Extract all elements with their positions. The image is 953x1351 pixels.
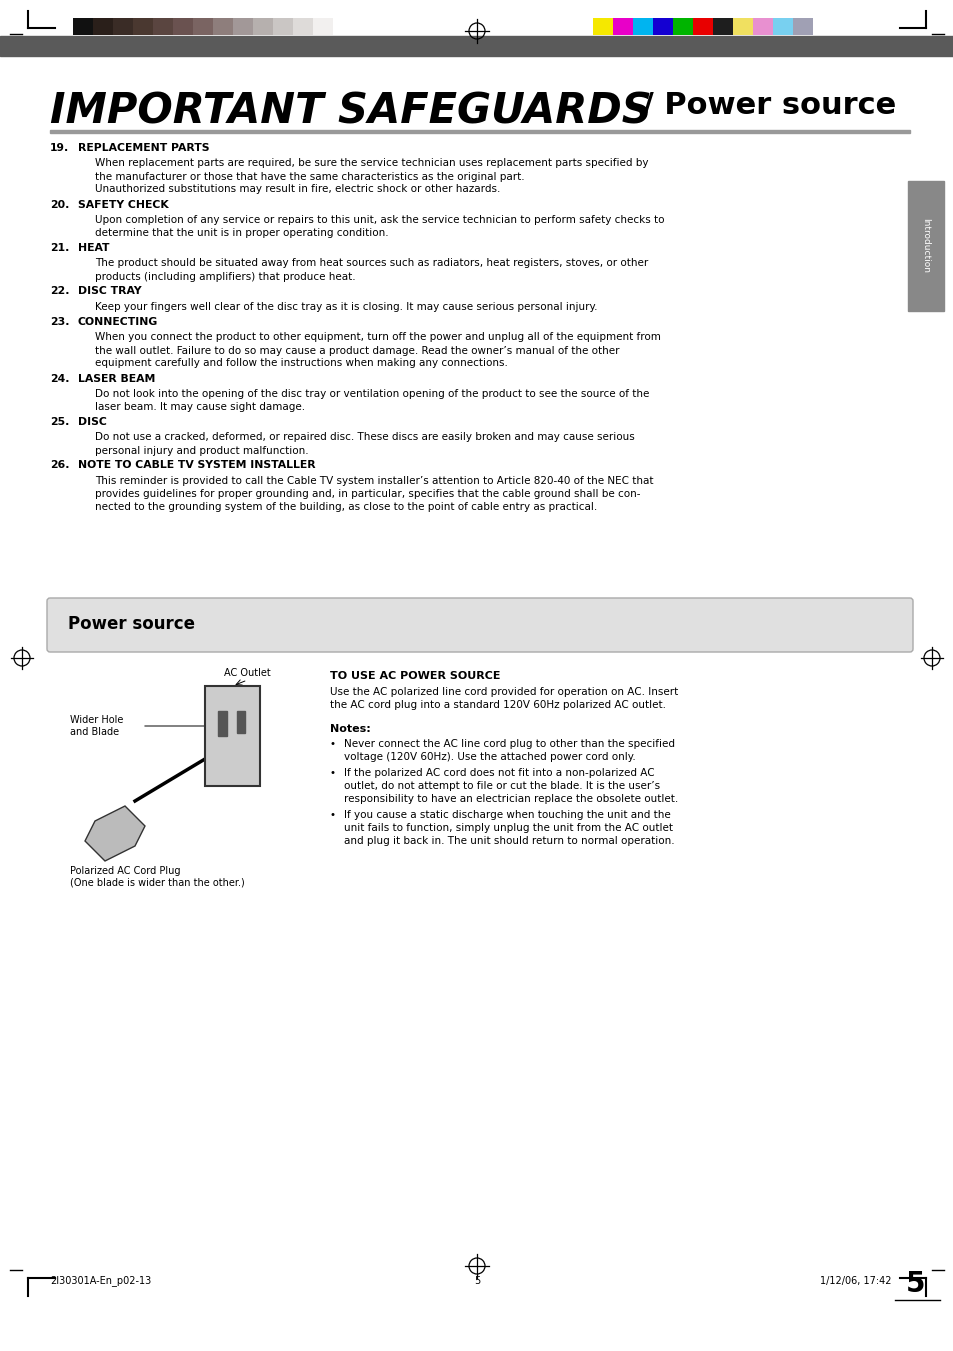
Bar — [293, 18, 313, 35]
Text: When you connect the product to other equipment, turn off the power and unplug a: When you connect the product to other eq… — [95, 332, 660, 343]
Text: voltage (120V 60Hz). Use the attached power cord only.: voltage (120V 60Hz). Use the attached po… — [344, 753, 635, 762]
Text: NOTE TO CABLE TV SYSTEM INSTALLER: NOTE TO CABLE TV SYSTEM INSTALLER — [78, 461, 315, 470]
Text: Do not use a cracked, deformed, or repaired disc. These discs are easily broken : Do not use a cracked, deformed, or repai… — [95, 432, 634, 443]
Polygon shape — [85, 807, 145, 861]
Text: This reminder is provided to call the Cable TV system installer’s attention to A: This reminder is provided to call the Ca… — [95, 476, 653, 486]
Bar — [253, 18, 273, 35]
Text: equipment carefully and follow the instructions when making any connections.: equipment carefully and follow the instr… — [95, 358, 507, 369]
Text: •: • — [330, 739, 335, 748]
Text: 5: 5 — [905, 1270, 924, 1298]
Text: 2I30301A-En_p02-13: 2I30301A-En_p02-13 — [50, 1275, 152, 1286]
Text: outlet, do not attempt to file or cut the blade. It is the user’s: outlet, do not attempt to file or cut th… — [344, 781, 659, 790]
Text: Polarized AC Cord Plug
(One blade is wider than the other.): Polarized AC Cord Plug (One blade is wid… — [70, 866, 245, 888]
Bar — [752, 18, 772, 35]
Bar — [652, 18, 672, 35]
Text: 1/12/06, 17:42: 1/12/06, 17:42 — [820, 1275, 890, 1286]
Bar — [273, 18, 293, 35]
Bar — [772, 18, 792, 35]
Text: the manufacturer or those that have the same characteristics as the original par: the manufacturer or those that have the … — [95, 172, 524, 181]
Text: 22.: 22. — [50, 286, 70, 296]
Text: 25.: 25. — [50, 417, 70, 427]
Text: •: • — [330, 767, 335, 778]
Text: Upon completion of any service or repairs to this unit, ask the service technici: Upon completion of any service or repair… — [95, 215, 664, 226]
Text: REPLACEMENT PARTS: REPLACEMENT PARTS — [78, 143, 210, 153]
Text: Introduction: Introduction — [921, 219, 929, 273]
Bar — [193, 18, 213, 35]
Text: Keep your fingers well clear of the disc tray as it is closing. It may cause ser: Keep your fingers well clear of the disc… — [95, 303, 597, 312]
Text: 21.: 21. — [50, 243, 70, 253]
Text: DISC: DISC — [78, 417, 107, 427]
Text: AC Outlet: AC Outlet — [224, 667, 271, 678]
Bar — [73, 18, 92, 35]
Text: products (including amplifiers) that produce heat.: products (including amplifiers) that pro… — [95, 272, 355, 281]
Bar — [0, 0, 953, 41]
Text: the AC cord plug into a standard 120V 60Hz polarized AC outlet.: the AC cord plug into a standard 120V 60… — [330, 701, 665, 711]
Text: HEAT: HEAT — [78, 243, 110, 253]
Bar — [233, 18, 253, 35]
Text: CONNECTING: CONNECTING — [78, 317, 158, 327]
Text: laser beam. It may cause sight damage.: laser beam. It may cause sight damage. — [95, 403, 305, 412]
Text: 20.: 20. — [50, 200, 70, 209]
Text: and plug it back in. The unit should return to normal operation.: and plug it back in. The unit should ret… — [344, 836, 674, 846]
Bar — [313, 18, 333, 35]
Bar — [112, 18, 132, 35]
Bar — [205, 686, 260, 786]
Text: Use the AC polarized line cord provided for operation on AC. Insert: Use the AC polarized line cord provided … — [330, 688, 678, 697]
Bar — [50, 130, 909, 132]
Text: 26.: 26. — [50, 461, 70, 470]
Text: / Power source: / Power source — [631, 91, 895, 120]
Text: Never connect the AC line cord plug to other than the specified: Never connect the AC line cord plug to o… — [344, 739, 675, 748]
Text: nected to the grounding system of the building, as close to the point of cable e: nected to the grounding system of the bu… — [95, 503, 597, 512]
Bar — [633, 18, 652, 35]
Bar — [172, 18, 193, 35]
Bar — [236, 711, 245, 734]
Bar — [92, 18, 112, 35]
FancyBboxPatch shape — [47, 598, 912, 653]
Text: Unauthorized substitutions may result in fire, electric shock or other hazards.: Unauthorized substitutions may result in… — [95, 185, 500, 195]
Text: determine that the unit is in proper operating condition.: determine that the unit is in proper ope… — [95, 228, 388, 238]
Text: Power source: Power source — [68, 615, 194, 634]
Bar — [213, 18, 233, 35]
Text: TO USE AC POWER SOURCE: TO USE AC POWER SOURCE — [330, 671, 500, 681]
Text: If you cause a static discharge when touching the unit and the: If you cause a static discharge when tou… — [344, 811, 670, 820]
Bar — [0, 36, 953, 55]
Text: 24.: 24. — [50, 373, 70, 384]
Text: Wider Hole
and Blade: Wider Hole and Blade — [70, 715, 123, 736]
Text: LASER BEAM: LASER BEAM — [78, 373, 155, 384]
Text: Notes:: Notes: — [330, 724, 371, 734]
Text: the wall outlet. Failure to do so may cause a product damage. Read the owner’s m: the wall outlet. Failure to do so may ca… — [95, 346, 618, 355]
Text: 5: 5 — [474, 1275, 479, 1286]
Text: The product should be situated away from heat sources such as radiators, heat re: The product should be situated away from… — [95, 258, 648, 269]
Bar — [712, 18, 732, 35]
Text: IMPORTANT SAFEGUARDS: IMPORTANT SAFEGUARDS — [50, 91, 651, 132]
Text: responsibility to have an electrician replace the obsolete outlet.: responsibility to have an electrician re… — [344, 794, 678, 804]
Bar — [218, 711, 227, 736]
Text: When replacement parts are required, be sure the service technician uses replace: When replacement parts are required, be … — [95, 158, 648, 169]
Text: Do not look into the opening of the disc tray or ventilation opening of the prod: Do not look into the opening of the disc… — [95, 389, 649, 399]
Text: unit fails to function, simply unplug the unit from the AC outlet: unit fails to function, simply unplug th… — [344, 823, 672, 834]
Text: If the polarized AC cord does not fit into a non-polarized AC: If the polarized AC cord does not fit in… — [344, 767, 654, 778]
Bar — [732, 18, 752, 35]
Text: •: • — [330, 811, 335, 820]
Text: SAFETY CHECK: SAFETY CHECK — [78, 200, 169, 209]
Bar — [593, 18, 613, 35]
Text: provides guidelines for proper grounding and, in particular, specifies that the : provides guidelines for proper grounding… — [95, 489, 639, 499]
Text: 19.: 19. — [50, 143, 70, 153]
Bar — [613, 18, 633, 35]
Bar — [152, 18, 172, 35]
Bar — [792, 18, 812, 35]
Text: personal injury and product malfunction.: personal injury and product malfunction. — [95, 446, 309, 455]
Text: DISC TRAY: DISC TRAY — [78, 286, 141, 296]
Bar — [907, 181, 943, 311]
Bar — [692, 18, 712, 35]
Bar — [132, 18, 152, 35]
Text: 23.: 23. — [50, 317, 70, 327]
Bar — [672, 18, 692, 35]
